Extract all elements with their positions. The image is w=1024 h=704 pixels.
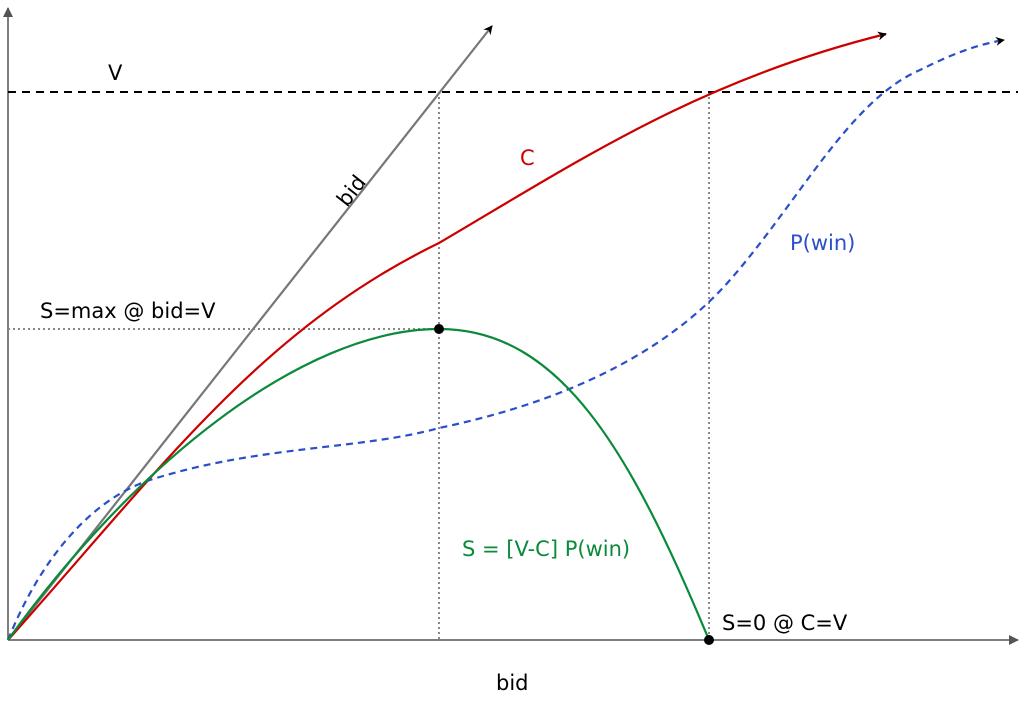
max-surplus-point [434, 324, 444, 334]
s-max-label: S=max @ bid=V [40, 299, 216, 323]
cost-curve-c [7, 31, 887, 641]
x-axis-label: bid [496, 671, 529, 695]
bid-diagonal-line [7, 25, 493, 641]
zero-surplus-point [704, 635, 714, 645]
surplus-curve-s [7, 327, 711, 641]
p-win-curve [6, 36, 1005, 641]
v-label: V [108, 61, 123, 85]
c-label: C [520, 146, 535, 170]
p-win-label: P(win) [790, 231, 855, 255]
bid-diagonal-label: bid [332, 171, 371, 211]
s-formula-label: S = [V-C] P(win) [462, 537, 630, 561]
s-zero-label: S=0 @ C=V [722, 611, 848, 635]
